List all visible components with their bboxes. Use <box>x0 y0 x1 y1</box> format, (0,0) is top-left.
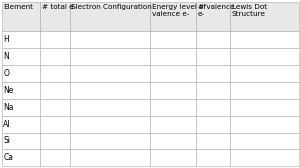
Bar <box>40 82 70 99</box>
Bar <box>70 65 150 82</box>
Bar <box>70 99 150 116</box>
Bar <box>40 133 70 149</box>
Bar <box>230 48 298 65</box>
Text: Na: Na <box>3 103 14 112</box>
Bar <box>196 82 230 99</box>
Bar <box>230 133 298 149</box>
Bar <box>40 149 70 166</box>
Bar <box>70 116 150 133</box>
Bar <box>230 82 298 99</box>
Bar <box>196 133 230 149</box>
Bar <box>196 99 230 116</box>
Bar <box>150 65 196 82</box>
Bar <box>196 2 230 31</box>
Bar <box>2 48 40 65</box>
Bar <box>70 82 150 99</box>
Text: Electron Configuration: Electron Configuration <box>71 4 152 10</box>
Text: Ne: Ne <box>3 86 14 95</box>
Bar <box>150 31 196 48</box>
Text: # valence
e-: # valence e- <box>197 4 234 17</box>
Bar <box>40 65 70 82</box>
Bar <box>40 116 70 133</box>
Bar <box>230 2 298 31</box>
Bar <box>40 2 70 31</box>
Bar <box>196 31 230 48</box>
Text: N: N <box>3 52 9 61</box>
Bar <box>150 48 196 65</box>
Bar <box>40 99 70 116</box>
Bar <box>2 99 40 116</box>
Bar <box>70 149 150 166</box>
Bar <box>230 31 298 48</box>
Bar <box>150 82 196 99</box>
Bar <box>196 48 230 65</box>
Text: Si: Si <box>3 136 10 145</box>
Text: Al: Al <box>3 120 11 129</box>
Text: Ca: Ca <box>3 153 13 162</box>
Bar <box>2 149 40 166</box>
Bar <box>230 65 298 82</box>
Bar <box>230 99 298 116</box>
Bar <box>2 31 40 48</box>
Bar <box>40 48 70 65</box>
Bar <box>150 2 196 31</box>
Text: O: O <box>3 69 9 78</box>
Bar <box>150 149 196 166</box>
Bar <box>196 65 230 82</box>
Text: # total e-: # total e- <box>42 4 76 10</box>
Bar <box>196 116 230 133</box>
Bar <box>70 31 150 48</box>
Bar <box>70 2 150 31</box>
Bar <box>2 82 40 99</box>
Bar <box>2 2 40 31</box>
Bar <box>2 116 40 133</box>
Bar <box>196 149 230 166</box>
Text: Energy level of
valence e-: Energy level of valence e- <box>152 4 206 17</box>
Bar <box>70 48 150 65</box>
Bar <box>2 133 40 149</box>
Bar <box>150 99 196 116</box>
Text: Lewis Dot
Structure: Lewis Dot Structure <box>232 4 267 17</box>
Text: H: H <box>3 35 9 44</box>
Bar <box>40 31 70 48</box>
Bar <box>230 149 298 166</box>
Bar <box>2 65 40 82</box>
Bar <box>150 133 196 149</box>
Text: Element: Element <box>3 4 33 10</box>
Bar <box>150 116 196 133</box>
Bar <box>230 116 298 133</box>
Bar <box>70 133 150 149</box>
